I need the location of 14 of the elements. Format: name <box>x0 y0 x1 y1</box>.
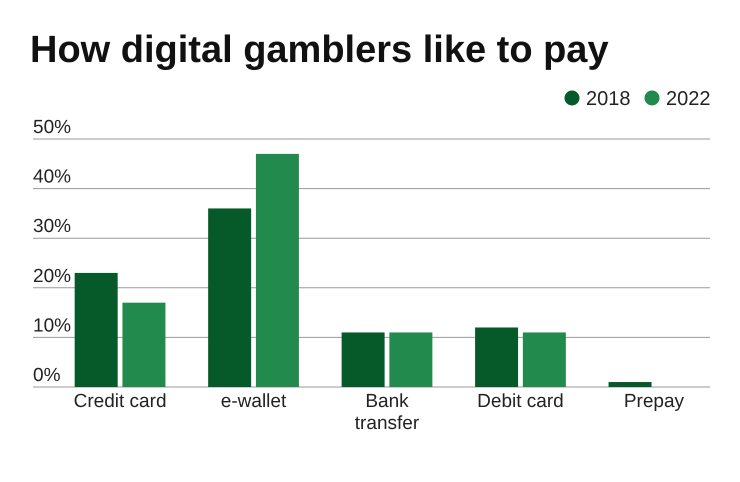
y-tick-label: 40% <box>33 166 72 188</box>
legend-label: 2022 <box>666 88 710 110</box>
y-tick-label: 20% <box>33 266 72 287</box>
y-tick-label: 50% <box>33 117 72 138</box>
chart-title: How digital gamblers like to pay <box>30 29 609 71</box>
y-tick-label: 0% <box>33 365 61 386</box>
x-tick-label: Bank transfer <box>354 391 420 434</box>
y-tick-label: 10% <box>33 315 72 336</box>
x-tick-label: Prepay <box>624 391 685 412</box>
y-tick-label: 30% <box>33 216 72 238</box>
x-tick-label: Debit card <box>477 391 564 412</box>
x-tick-label: e-wallet <box>220 391 287 412</box>
x-tick-label: Credit card <box>74 391 167 412</box>
legend-label: 2018 <box>586 88 630 110</box>
